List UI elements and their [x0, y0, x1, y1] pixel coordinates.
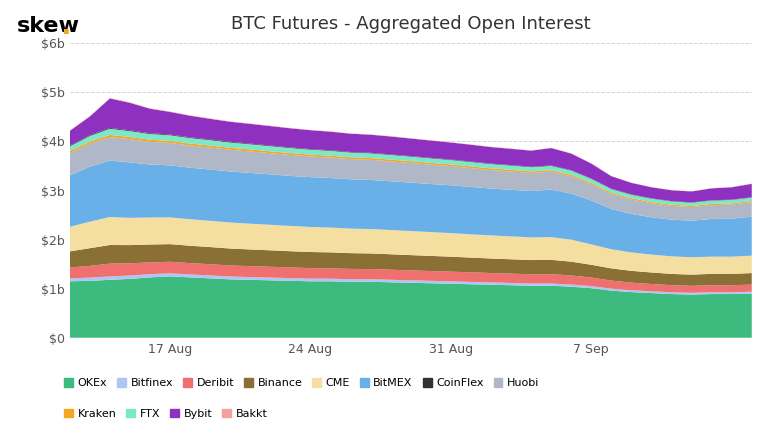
Legend: OKEx, Bitfinex, Deribit, Binance, CME, BitMEX, CoinFlex, Huobi: OKEx, Bitfinex, Deribit, Binance, CME, B… [60, 374, 544, 393]
Text: .: . [60, 12, 71, 40]
Text: skew: skew [17, 16, 80, 36]
Title: BTC Futures - Aggregated Open Interest: BTC Futures - Aggregated Open Interest [231, 16, 591, 33]
Legend: Kraken, FTX, Bybit, Bakkt: Kraken, FTX, Bybit, Bakkt [60, 404, 272, 423]
